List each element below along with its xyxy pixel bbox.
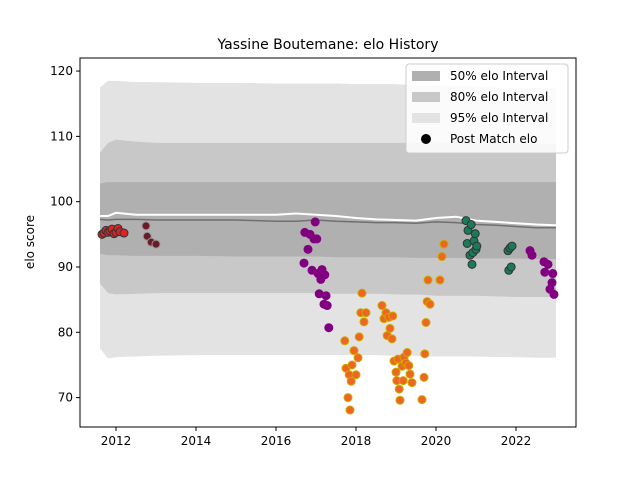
y-tick-label: 110 [50,129,73,143]
post-match-point [322,292,330,300]
post-match-point [358,289,366,297]
post-match-point [321,271,329,279]
post-match-point [467,221,475,229]
legend: 50% elo Interval 80% elo Interval 95% elo … [406,64,568,153]
post-match-point [350,347,358,355]
post-match-point [344,394,352,402]
legend-swatch [412,71,440,81]
legend-swatch [412,92,440,102]
post-match-point [323,302,331,310]
post-match-point [468,260,476,268]
post-match-point [120,229,128,237]
post-match-point [548,279,556,287]
post-match-point [406,370,414,378]
post-match-point [544,260,552,268]
post-match-point [408,379,416,387]
post-match-point [396,396,404,404]
y-tick-label: 120 [50,64,73,78]
post-match-point [389,312,397,320]
post-match-point [304,245,312,253]
y-tick-label: 90 [58,260,73,274]
post-match-point [348,361,356,369]
post-match-point [378,302,386,310]
y-axis-label: elo score [23,215,37,269]
post-match-point [386,324,394,332]
post-match-point [399,377,407,385]
post-match-point [421,350,429,358]
post-match-point [424,276,432,284]
post-match-point [550,290,558,298]
post-match-point [152,240,160,248]
post-match-point [395,385,403,393]
post-match-point [508,242,516,250]
post-match-point [355,333,363,341]
post-match-point [549,270,557,278]
legend-label: 95% elo Interval [450,111,548,125]
x-tick-label: 2016 [261,434,292,448]
x-tick-label: 2020 [421,434,452,448]
x-tick-label: 2018 [341,434,372,448]
legend-swatch [412,113,440,123]
legend-label: Post Match elo [450,132,537,146]
post-match-point [418,396,426,404]
x-tick-label: 2014 [181,434,212,448]
post-match-point [341,337,349,345]
legend-label: 80% elo Interval [450,90,548,104]
legend-marker [421,134,431,144]
y-tick-label: 100 [50,195,73,209]
post-match-point [473,242,481,250]
post-match-point [362,309,370,317]
post-match-point [507,263,515,271]
post-match-point [422,319,430,327]
post-match-point [420,373,428,381]
post-match-point [471,230,479,238]
post-match-point [360,318,368,326]
post-match-point [403,349,411,357]
post-match-point [354,354,362,362]
x-tick-label: 2022 [501,434,532,448]
post-match-point [313,235,321,243]
post-match-point [300,259,308,267]
post-match-point [352,371,360,379]
post-match-point [426,300,434,308]
post-match-point [325,324,333,332]
post-match-point [436,276,444,284]
chart-title: Yassine Boutemane: elo History [217,37,439,53]
legend-label: 50% elo Interval [450,69,548,83]
post-match-point [438,253,446,261]
y-tick-label: 70 [58,391,73,405]
post-match-point [541,268,549,276]
post-match-point [405,362,413,370]
post-match-point [528,251,536,259]
x-tick-label: 2012 [101,434,132,448]
y-tick-label: 80 [58,325,73,339]
post-match-point [142,222,150,230]
post-match-point [311,218,319,226]
post-match-point [346,406,354,414]
post-match-point [388,335,396,343]
post-match-point [440,240,448,248]
